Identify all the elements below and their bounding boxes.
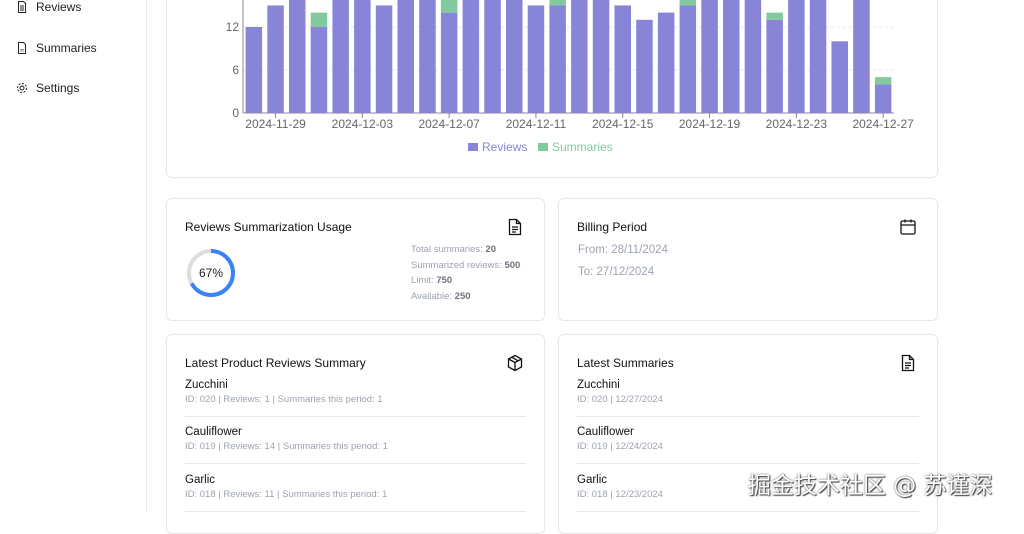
bar-summaries bbox=[549, 0, 566, 6]
bar-reviews bbox=[853, 0, 870, 113]
bar-reviews bbox=[614, 5, 631, 114]
usage-card: Reviews Summarization Usage 67% Total su… bbox=[166, 198, 545, 321]
gear-icon bbox=[17, 83, 27, 93]
calendar-icon bbox=[900, 219, 916, 235]
sidebar: Reviews Summaries Settings bbox=[0, 0, 147, 512]
bar-reviews bbox=[549, 5, 566, 114]
bar-reviews bbox=[419, 0, 436, 113]
list-item[interactable]: Garlic ID: 018 | Reviews: 11 | Summaries … bbox=[185, 474, 526, 512]
bar-reviews bbox=[874, 84, 892, 113]
bar-reviews bbox=[484, 0, 501, 113]
usage-stats: Total summaries: 20 Summarized reviews: … bbox=[411, 244, 521, 302]
legend-label: Reviews bbox=[482, 140, 527, 154]
bar-reviews bbox=[310, 26, 328, 113]
usage-percent: 67% bbox=[199, 266, 223, 280]
card-title: Latest Summaries bbox=[577, 356, 674, 370]
x-tick-label: 2024-12-15 bbox=[592, 117, 654, 131]
bar-reviews bbox=[636, 19, 653, 113]
x-tick-label: 2024-12-23 bbox=[766, 117, 828, 131]
sidebar-item-label: Summaries bbox=[36, 41, 97, 55]
card-title: Reviews Summarization Usage bbox=[185, 220, 352, 234]
package-icon bbox=[507, 354, 523, 372]
latest-summaries-card: Latest Summaries Zucchini ID: 020 | 12/27… bbox=[558, 334, 938, 534]
activity-chart: 0 6 12 2024-11-29 2024-12-03 2024-12-07 2024-1… bbox=[226, 0, 914, 154]
legend-swatch bbox=[468, 143, 478, 151]
x-tick-label: 2024-12-27 bbox=[852, 117, 914, 131]
bar-reviews bbox=[289, 0, 306, 113]
bar-reviews bbox=[506, 0, 523, 113]
bar-reviews bbox=[766, 19, 783, 113]
file-text-icon bbox=[18, 1, 26, 13]
latest-products-card: Latest Product Reviews Summary Zucchini I… bbox=[166, 334, 545, 534]
y-tick-label: 0 bbox=[232, 106, 239, 120]
bar-reviews bbox=[788, 0, 805, 113]
file-text-icon bbox=[508, 218, 522, 236]
list-item[interactable]: Zucchini ID: 020 | 12/27/2024 bbox=[577, 379, 919, 417]
bar-reviews bbox=[332, 0, 349, 113]
file-text-icon bbox=[901, 354, 915, 372]
list-item[interactable]: Zucchini ID: 020 | Reviews: 1 | Summaries… bbox=[185, 379, 526, 417]
bar-summaries bbox=[440, 0, 458, 13]
watermark: 掘金技术社区 @ 苏谨深 bbox=[748, 473, 993, 499]
x-tick-label: 2024-12-19 bbox=[679, 117, 741, 131]
legend-label: Summaries bbox=[552, 140, 613, 154]
bar-reviews bbox=[354, 0, 371, 113]
bar-reviews bbox=[462, 0, 480, 113]
y-tick-label: 6 bbox=[232, 63, 239, 77]
bar-reviews bbox=[744, 0, 762, 113]
billing-to: To: 27/12/2024 bbox=[578, 266, 655, 278]
sidebar-item-reviews[interactable]: Reviews bbox=[16, 0, 81, 14]
bar-reviews bbox=[375, 5, 393, 114]
bar-reviews bbox=[809, 0, 827, 113]
sidebar-item-label: Reviews bbox=[36, 0, 82, 14]
bar-summaries bbox=[310, 12, 328, 27]
sidebar-item-summaries[interactable]: Summaries bbox=[16, 41, 97, 55]
bar-reviews bbox=[245, 26, 263, 113]
bar-reviews bbox=[701, 0, 718, 113]
file-icon bbox=[18, 42, 26, 54]
billing-from: From: 28/11/2024 bbox=[578, 244, 668, 256]
bar-reviews bbox=[831, 41, 848, 113]
bar-reviews bbox=[723, 0, 740, 113]
bar-summaries bbox=[874, 77, 892, 85]
x-tick-label: 2024-12-07 bbox=[418, 117, 480, 131]
card-title: Latest Product Reviews Summary bbox=[185, 356, 366, 370]
list-item[interactable]: Cauliflower ID: 019 | 12/24/2024 bbox=[577, 426, 919, 464]
bar-reviews bbox=[267, 5, 284, 114]
bar-summaries bbox=[766, 12, 783, 20]
bar-reviews bbox=[657, 12, 675, 113]
bar-reviews bbox=[440, 12, 458, 113]
bar-reviews bbox=[527, 5, 545, 114]
legend-swatch bbox=[538, 143, 548, 151]
y-tick-label: 12 bbox=[226, 20, 240, 34]
bar-reviews bbox=[397, 0, 414, 113]
bar-reviews bbox=[571, 0, 588, 113]
bar-summaries bbox=[679, 0, 697, 6]
x-tick-label: 2024-12-03 bbox=[332, 117, 394, 131]
x-tick-label: 2024-11-29 bbox=[245, 117, 306, 131]
bar-reviews bbox=[592, 0, 610, 113]
bar-reviews bbox=[679, 5, 697, 114]
usage-progress-ring: 67% bbox=[187, 249, 235, 297]
x-tick-label: 2024-12-11 bbox=[506, 117, 567, 131]
list-item[interactable]: Cauliflower ID: 019 | Reviews: 14 | Summa… bbox=[185, 426, 526, 464]
sidebar-item-label: Settings bbox=[36, 81, 80, 95]
sidebar-item-settings[interactable]: Settings bbox=[16, 81, 79, 95]
card-title: Billing Period bbox=[577, 220, 648, 234]
billing-card: Billing Period From: 28/11/2024 To: 27/1… bbox=[558, 198, 938, 321]
